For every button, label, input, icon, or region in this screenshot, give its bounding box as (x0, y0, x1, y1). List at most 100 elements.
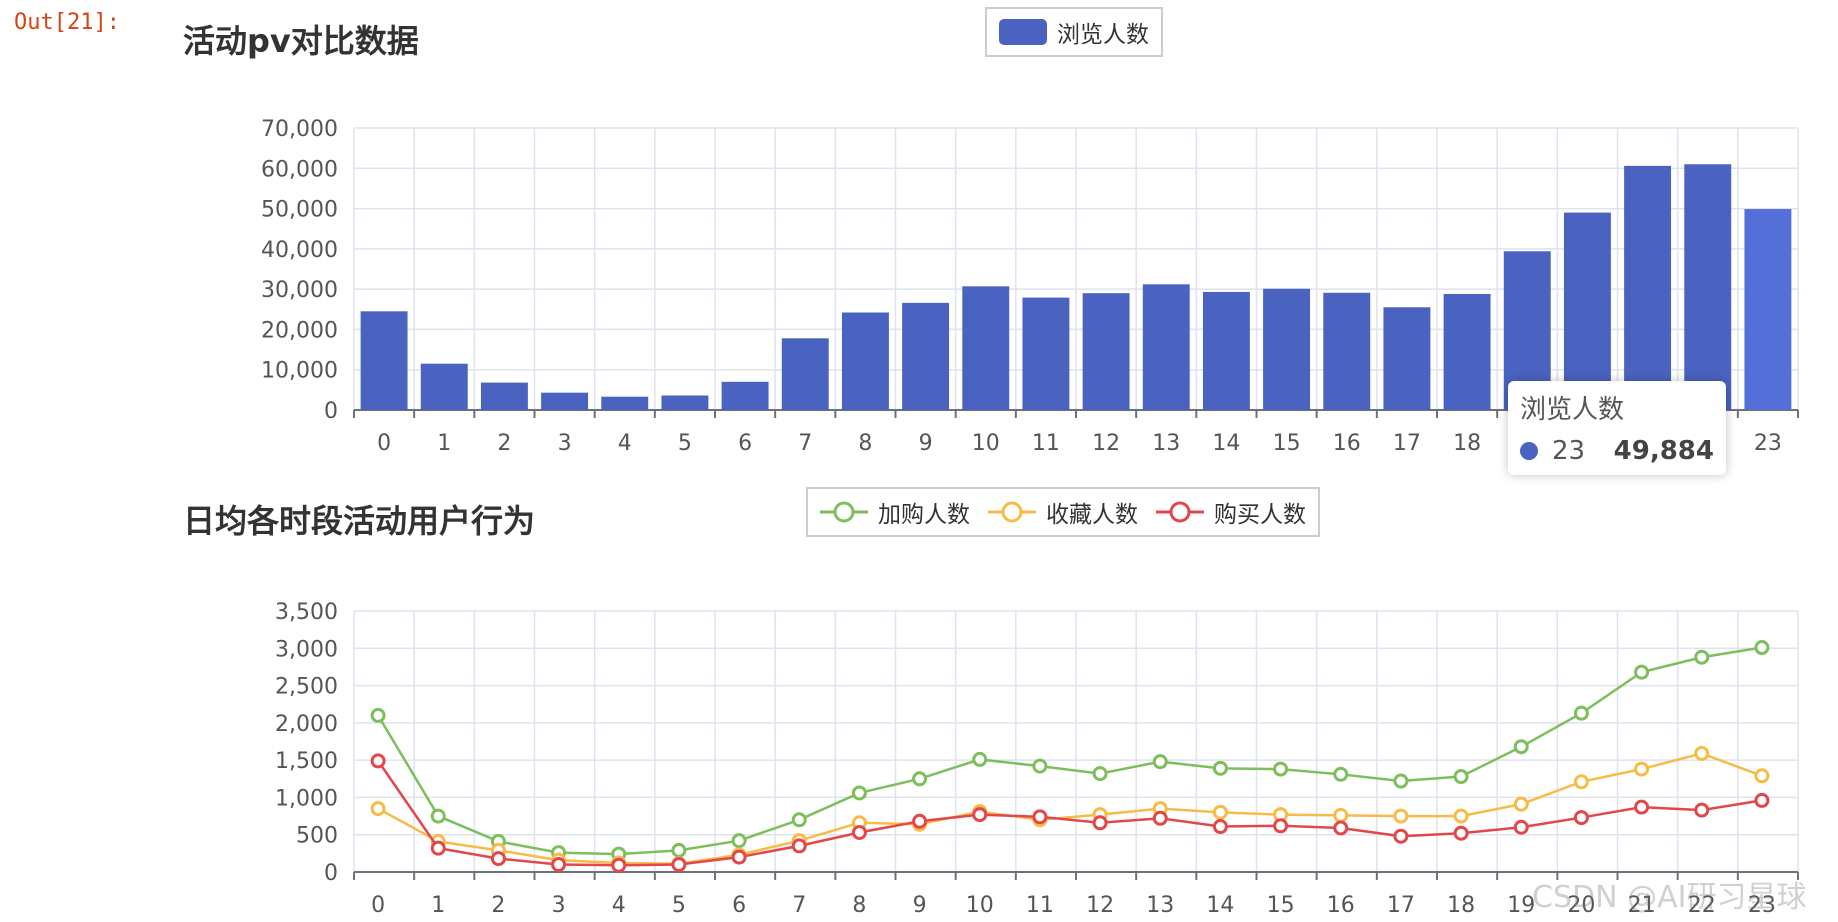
series-0-point-13 (1152, 754, 1168, 770)
legend-item-purchase[interactable]: 购买人数 (1156, 495, 1306, 529)
series-2-point-3 (551, 857, 567, 873)
x-tick-label: 7 (792, 893, 806, 918)
y-tick-label: 3,000 (275, 637, 338, 662)
y-tick-label: 70,000 (261, 117, 338, 142)
x-tick-label: 15 (1267, 893, 1295, 918)
legend-item-favorite[interactable]: 收藏人数 (988, 495, 1138, 529)
x-tick-label: 16 (1333, 431, 1361, 456)
y-tick-label: 1,500 (275, 749, 338, 774)
legend-line-icon-favorite (988, 501, 1036, 523)
y-tick-label: 40,000 (261, 238, 338, 263)
x-tick-label: 16 (1327, 893, 1355, 918)
tooltip-category: 23 (1552, 436, 1586, 466)
series-2-point-13 (1152, 810, 1168, 826)
series-2-point-23 (1754, 792, 1770, 808)
series-1-point-23 (1754, 768, 1770, 784)
bar-4 (601, 396, 649, 410)
x-tick-label: 23 (1748, 893, 1776, 918)
series-0-point-14 (1212, 760, 1228, 776)
series-2-point-6 (731, 849, 747, 865)
x-tick-label: 13 (1146, 893, 1174, 918)
line-chart-legend: 加购人数 收藏人数 购买人数 (806, 487, 1320, 537)
x-tick-label: 12 (1086, 893, 1114, 918)
series-2-point-17 (1393, 828, 1409, 844)
bar-21 (1624, 165, 1672, 410)
y-tick-label: 0 (324, 399, 338, 424)
series-1-point-19 (1513, 796, 1529, 812)
x-tick-label: 6 (732, 893, 746, 918)
bar-11 (1022, 297, 1070, 410)
x-tick-label: 10 (966, 893, 994, 918)
series-0-point-19 (1513, 739, 1529, 755)
series-1-point-20 (1573, 774, 1589, 790)
x-tick-label: 1 (431, 893, 445, 918)
x-tick-label: 18 (1453, 431, 1481, 456)
series-line-1 (377, 752, 1763, 866)
x-tick-label: 3 (558, 431, 572, 456)
x-tick-label: 0 (377, 431, 391, 456)
bar-tooltip: 浏览人数 23 49,884 (1508, 381, 1726, 475)
series-line-0 (377, 646, 1763, 856)
series-0-point-18 (1453, 769, 1469, 785)
series-0-point-11 (1032, 758, 1048, 774)
tooltip-title: 浏览人数 (1520, 395, 1625, 425)
series-2-point-1 (430, 840, 446, 856)
x-tick-label: 6 (738, 431, 752, 456)
x-tick-label: 9 (919, 431, 933, 456)
bar-7 (781, 338, 829, 410)
bar-chart-title: 活动pv对比数据 (183, 22, 419, 60)
tooltip-value: 49,884 (1613, 436, 1714, 466)
series-0-point-7 (791, 812, 807, 828)
series-0-point-21 (1634, 664, 1650, 680)
legend-item-add-cart[interactable]: 加购人数 (820, 495, 970, 529)
x-tick-label: 17 (1387, 893, 1415, 918)
series-2-point-0 (370, 753, 386, 769)
series-0-point-0 (370, 707, 386, 723)
series-2-point-7 (791, 838, 807, 854)
x-tick-label: 2 (497, 431, 511, 456)
series-0-point-16 (1333, 766, 1349, 782)
series-0-point-10 (972, 751, 988, 767)
legend-label-favorite: 收藏人数 (1046, 502, 1138, 528)
x-tick-label: 9 (913, 893, 927, 918)
x-tick-label: 14 (1206, 893, 1234, 918)
x-tick-label: 12 (1092, 431, 1120, 456)
tooltip-row: 23 49,884 (1520, 436, 1714, 466)
series-2-point-18 (1453, 825, 1469, 841)
x-tick-label: 18 (1447, 893, 1475, 918)
legend-item-views[interactable]: 浏览人数 (999, 15, 1149, 49)
x-tick-label: 4 (618, 431, 632, 456)
series-2-point-15 (1273, 818, 1289, 834)
series-2-point-16 (1333, 820, 1349, 836)
series-2-point-11 (1032, 809, 1048, 825)
y-tick-label: 2,000 (275, 712, 338, 737)
x-tick-label: 5 (672, 893, 686, 918)
series-0-point-8 (851, 785, 867, 801)
cell-output-label: Out[21]: (14, 10, 120, 35)
series-1-point-21 (1634, 761, 1650, 777)
series-1-point-18 (1453, 808, 1469, 824)
bar-16 (1323, 292, 1371, 410)
series-0-point-6 (731, 833, 747, 849)
x-tick-label: 22 (1688, 893, 1716, 918)
series-2-point-12 (1092, 815, 1108, 831)
x-tick-label: 4 (612, 893, 626, 918)
series-2-point-2 (490, 851, 506, 867)
x-tick-label: 7 (798, 431, 812, 456)
legend-label-views: 浏览人数 (1057, 22, 1149, 48)
bar-6 (721, 381, 769, 410)
x-tick-label: 11 (1032, 431, 1060, 456)
line-chart-title: 日均各时段活动用户行为 (183, 502, 536, 540)
bar-12 (1082, 293, 1130, 410)
bar-9 (902, 302, 950, 410)
x-tick-label: 17 (1393, 431, 1421, 456)
bar-22 (1684, 164, 1732, 410)
series-2-point-20 (1573, 810, 1589, 826)
series-0-point-22 (1694, 649, 1710, 665)
x-tick-label: 1 (437, 431, 451, 456)
bar-17 (1383, 307, 1431, 410)
x-tick-label: 15 (1273, 431, 1301, 456)
series-0-point-15 (1273, 761, 1289, 777)
y-tick-label: 20,000 (261, 318, 338, 343)
bar-0 (360, 311, 408, 410)
